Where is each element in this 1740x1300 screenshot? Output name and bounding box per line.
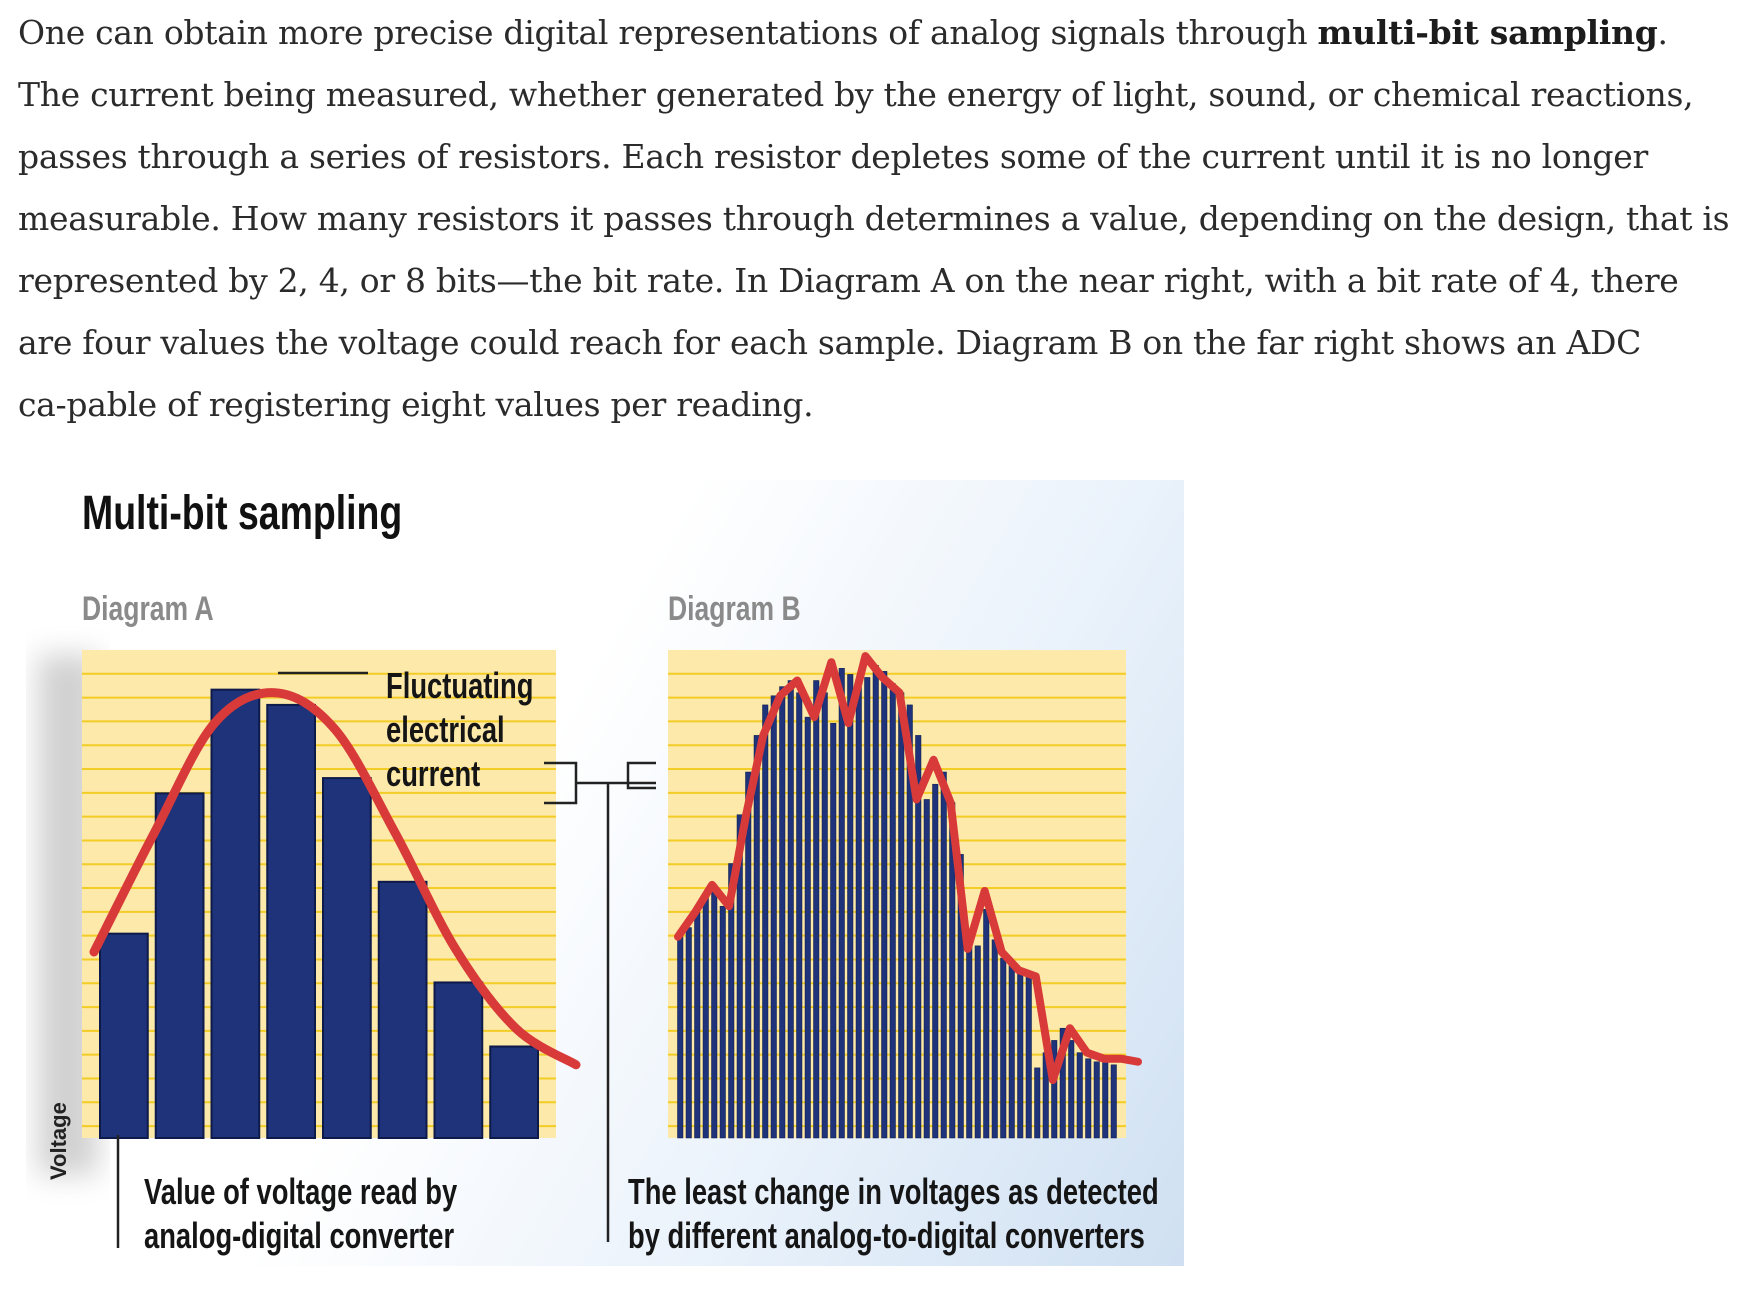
panel-b bbox=[668, 650, 1142, 1139]
panel-a-bar bbox=[322, 777, 372, 1139]
panel-b-bar bbox=[1025, 976, 1032, 1139]
panel-b-bar bbox=[804, 716, 811, 1139]
panel-b-bar bbox=[898, 692, 905, 1139]
paragraph-text-start: One can obtain more precise digital repr… bbox=[18, 13, 1318, 52]
panel-a-bar bbox=[433, 981, 484, 1140]
panel-b-current-curve bbox=[674, 652, 1142, 1085]
panel-b-bar bbox=[770, 695, 777, 1139]
bold-term: multi-bit sampling bbox=[1317, 13, 1658, 52]
panel-b-bar bbox=[983, 909, 990, 1139]
panel-b-bar bbox=[991, 939, 998, 1139]
panel-b-bar bbox=[864, 677, 871, 1139]
panel-b-bar bbox=[1059, 1027, 1066, 1139]
panel-b-bar bbox=[889, 683, 896, 1139]
panel-b-bar bbox=[1008, 963, 1015, 1139]
panel-b-bar bbox=[745, 771, 752, 1139]
panel-b-bar bbox=[957, 854, 964, 1139]
panel-b-bar bbox=[694, 912, 701, 1139]
panel-b-bar bbox=[830, 722, 837, 1139]
caption-a-line-1: Value of voltage read by bbox=[144, 1171, 458, 1212]
panel-b-bar bbox=[1076, 1052, 1083, 1139]
panel-b-bar bbox=[736, 814, 743, 1139]
caption-a-line-2: analog-digital converter bbox=[144, 1215, 455, 1256]
panel-a-bar bbox=[99, 932, 149, 1139]
panel-b-bar bbox=[821, 692, 828, 1139]
panel-a-bar bbox=[377, 880, 428, 1139]
panel-b-bar bbox=[753, 735, 760, 1139]
panel-a-current-curve bbox=[89, 688, 581, 1070]
panel-b-bar bbox=[872, 665, 879, 1139]
panel-b-bar bbox=[855, 686, 862, 1139]
panel-b-bar bbox=[923, 799, 930, 1139]
panel-b-bar bbox=[1034, 1067, 1041, 1139]
panel-b-bar bbox=[1093, 1061, 1100, 1139]
diagram-b-label: Diagram B bbox=[668, 590, 801, 628]
panel-b-bar bbox=[787, 680, 794, 1139]
panel-b-bar bbox=[1051, 1040, 1058, 1139]
caption-b-line-2: by different analog-to-digital converter… bbox=[628, 1215, 1145, 1256]
panel-b-bar bbox=[1068, 1040, 1075, 1139]
panel-b-bar bbox=[702, 893, 709, 1139]
panel-b-bar bbox=[728, 863, 735, 1139]
panel-b-bar bbox=[1085, 1058, 1092, 1139]
callout-line-2: electrical bbox=[386, 709, 505, 750]
panel-b-bar bbox=[966, 939, 973, 1139]
panel-b-bar bbox=[1110, 1064, 1117, 1139]
caption-b-line-1: The least change in voltages as detected bbox=[628, 1171, 1159, 1212]
panel-a-bar bbox=[210, 688, 261, 1139]
panel-b-bar bbox=[932, 783, 939, 1139]
panel-b-bar bbox=[974, 945, 981, 1139]
panel-b-bar bbox=[677, 936, 684, 1139]
panel-b-bar bbox=[1017, 970, 1024, 1139]
panel-b-bar bbox=[685, 927, 692, 1139]
caption-a: Value of voltage read by analog-digital … bbox=[144, 1170, 457, 1258]
panel-b-bar bbox=[881, 671, 888, 1139]
current-callout: Fluctuating electrical current bbox=[386, 664, 533, 796]
panel-b-bar bbox=[906, 704, 913, 1139]
panel-a-bar bbox=[266, 703, 316, 1139]
figure-graphics bbox=[38, 650, 1142, 1248]
panel-b-bar bbox=[1102, 1061, 1109, 1139]
panel-b-bar bbox=[813, 680, 820, 1139]
figure-title: Multi-bit sampling bbox=[82, 487, 403, 540]
panel-b-bar bbox=[940, 771, 947, 1139]
figure: Multi-bit sampling Diagram A Diagram B F… bbox=[16, 480, 1184, 1266]
voltage-axis-label: Voltage bbox=[46, 1102, 71, 1180]
panel-b-bar bbox=[915, 735, 922, 1139]
panel-b-bar bbox=[847, 674, 854, 1139]
connector-bracket bbox=[544, 761, 656, 1242]
paragraph-text-rest: . The current being measured, whether ge… bbox=[18, 13, 1730, 424]
caption-b: The least change in voltages as detected… bbox=[628, 1170, 1159, 1258]
panel-b-bar bbox=[796, 692, 803, 1139]
callout-line-3: current bbox=[386, 753, 481, 794]
panel-b-bar bbox=[762, 704, 769, 1139]
callout-line-1: Fluctuating bbox=[386, 665, 534, 706]
article-paragraph: One can obtain more precise digital repr… bbox=[18, 2, 1733, 436]
panel-a-bar bbox=[489, 1045, 539, 1139]
panel-b-bar bbox=[1000, 957, 1007, 1139]
panel-a bbox=[82, 650, 581, 1140]
panel-a-bar bbox=[154, 792, 205, 1139]
diagram-a-label: Diagram A bbox=[82, 590, 214, 628]
panel-b-bar bbox=[838, 668, 845, 1139]
panel-b-bar bbox=[711, 884, 718, 1139]
panel-b-bar bbox=[779, 686, 786, 1139]
panel-b-bar bbox=[719, 905, 726, 1139]
